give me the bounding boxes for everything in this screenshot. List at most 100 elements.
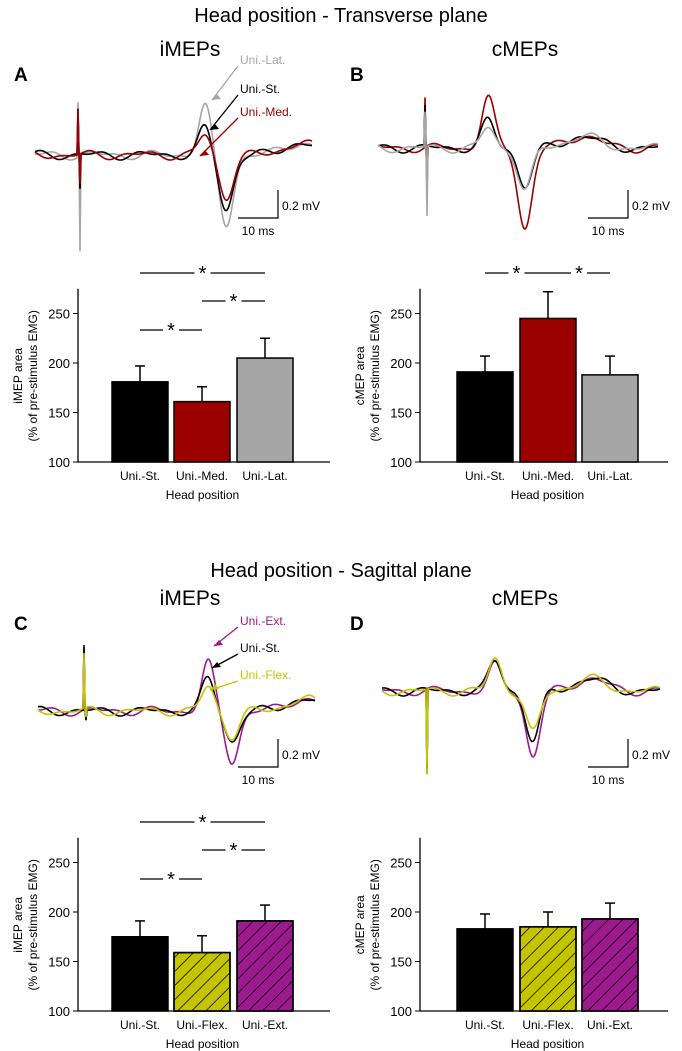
trace-label-1-A: Uni.-St. — [240, 82, 280, 96]
trace-label-2-A: Uni.-Med. — [240, 105, 292, 119]
arrow-2-A — [199, 117, 239, 157]
trace-lat-B — [377, 111, 659, 217]
ylabel-line: (% of pre-stimulus EMG) — [368, 859, 382, 990]
trace-flex-C — [37, 652, 316, 742]
xlabel-B: Head position — [511, 488, 584, 502]
bar-hatch-1 — [519, 926, 577, 1012]
ylabel-line: cMEP area — [353, 895, 367, 954]
significance-star-1: * — [230, 291, 238, 313]
panel-label-A: A — [14, 65, 28, 86]
xtick-label-2: Uni.-Lat. — [587, 469, 632, 483]
scale-ms-B: 10 ms — [592, 224, 625, 238]
trace-label-0-C: Uni.-Ext. — [240, 614, 286, 628]
significance-star-2: * — [167, 320, 175, 342]
trace-ext-C — [37, 647, 316, 766]
ytick-label-100: 100 — [48, 455, 70, 470]
ylabel-line: cMEP area — [353, 346, 367, 405]
ytick-label-150: 150 — [48, 955, 70, 970]
panel-title-C: iMEPs — [160, 587, 221, 610]
xtick-label-1: Uni.-Med. — [176, 469, 228, 483]
xtick-label-2: Uni.-Ext. — [242, 1018, 288, 1032]
ylabel-D: cMEP area(% of pre-stimulus EMG) — [353, 859, 382, 990]
trace-med-B — [377, 94, 659, 231]
arrow-0-A — [211, 65, 239, 101]
scale-mv-B: 0.2 mV — [632, 199, 670, 213]
xtick-label-0: Uni.-St. — [465, 469, 505, 483]
ytick-label-200: 200 — [390, 905, 412, 920]
xtick-label-1: Uni.-Flex. — [522, 1018, 573, 1032]
panel-label-C: C — [14, 614, 28, 635]
scale-bar-C — [238, 739, 279, 768]
xlabel-A: Head position — [166, 488, 239, 502]
arrowhead-1-A — [210, 124, 219, 130]
ytick-label-250: 250 — [390, 856, 412, 871]
bar-hatch-2 — [236, 920, 294, 1012]
xtick-label-0: Uni.-St. — [120, 1018, 160, 1032]
ytick-label-200: 200 — [48, 356, 70, 371]
significance-star-0: * — [199, 812, 207, 834]
trace-flex-D — [381, 657, 661, 775]
arrowhead-1-C — [212, 662, 221, 668]
xtick-label-2: Uni.-Ext. — [587, 1018, 633, 1032]
scale-bar-A — [238, 190, 279, 219]
panel-title-A: iMEPs — [160, 38, 221, 61]
ytick-label-100: 100 — [48, 1004, 70, 1019]
ylabel-line: iMEP area — [11, 348, 25, 404]
ytick-label-250: 250 — [48, 856, 70, 871]
ytick-label-100: 100 — [390, 455, 412, 470]
scale-bar-B — [588, 190, 629, 219]
ytick-label-200: 200 — [48, 905, 70, 920]
trace-st-C — [37, 645, 316, 743]
significance-star-0: * — [199, 263, 207, 285]
arrowhead-2-C — [210, 684, 219, 690]
trace-st-D — [382, 659, 661, 769]
scale-ms-D: 10 ms — [592, 773, 625, 787]
bar-Uni.-St. — [111, 936, 169, 1012]
significance-star-0: * — [513, 263, 521, 285]
panel-label-D: D — [350, 614, 364, 635]
arrowhead-0-C — [214, 640, 223, 646]
xtick-label-0: Uni.-St. — [465, 1018, 505, 1032]
ytick-label-150: 150 — [390, 406, 412, 421]
arrow-1-A — [209, 94, 239, 131]
title-transverse: Head position - Transverse plane — [194, 5, 488, 27]
panel-title-D: cMEPs — [492, 587, 559, 610]
bar-Uni.-Med. — [173, 400, 231, 463]
significance-star-1: * — [230, 840, 238, 862]
ylabel-line: iMEP area — [11, 897, 25, 953]
ylabel-A: iMEP area(% of pre-stimulus EMG) — [11, 310, 40, 441]
scale-ms-C: 10 ms — [242, 773, 275, 787]
scale-ms-A: 10 ms — [242, 224, 275, 238]
trace-label-1-C: Uni.-St. — [240, 641, 280, 655]
xtick-label-1: Uni.-Flex. — [176, 1018, 227, 1032]
trace-med-A — [34, 109, 313, 201]
scale-mv-C: 0.2 mV — [282, 748, 320, 762]
xtick-label-2: Uni.-Lat. — [242, 469, 287, 483]
trace-label-2-C: Uni.-Flex. — [240, 668, 291, 682]
scale-bar-D — [588, 739, 629, 768]
ylabel-C: iMEP area(% of pre-stimulus EMG) — [11, 859, 40, 990]
bar-Uni.-St. — [111, 381, 169, 463]
scale-mv-D: 0.2 mV — [632, 748, 670, 762]
bar-Uni.-Lat. — [236, 357, 294, 463]
ytick-label-250: 250 — [48, 307, 70, 322]
scale-mv-A: 0.2 mV — [282, 199, 320, 213]
panel-title-B: cMEPs — [492, 38, 559, 61]
ytick-label-150: 150 — [48, 406, 70, 421]
ytick-label-250: 250 — [390, 307, 412, 322]
bar-Uni.-Lat. — [581, 374, 639, 463]
ylabel-line: (% of pre-stimulus EMG) — [26, 859, 40, 990]
ytick-label-100: 100 — [390, 1004, 412, 1019]
xtick-label-0: Uni.-St. — [120, 469, 160, 483]
bar-Uni.-Med. — [519, 317, 577, 463]
ytick-label-150: 150 — [390, 955, 412, 970]
trace-label-0-A: Uni.-Lat. — [240, 53, 285, 67]
ytick-label-200: 200 — [390, 356, 412, 371]
arrowhead-0-A — [212, 94, 221, 100]
ylabel-line: (% of pre-stimulus EMG) — [26, 310, 40, 441]
significance-star-2: * — [167, 869, 175, 891]
title-sagittal: Head position - Sagittal plane — [210, 560, 471, 582]
xlabel-C: Head position — [166, 1037, 239, 1051]
bar-Uni.-St. — [456, 928, 514, 1012]
